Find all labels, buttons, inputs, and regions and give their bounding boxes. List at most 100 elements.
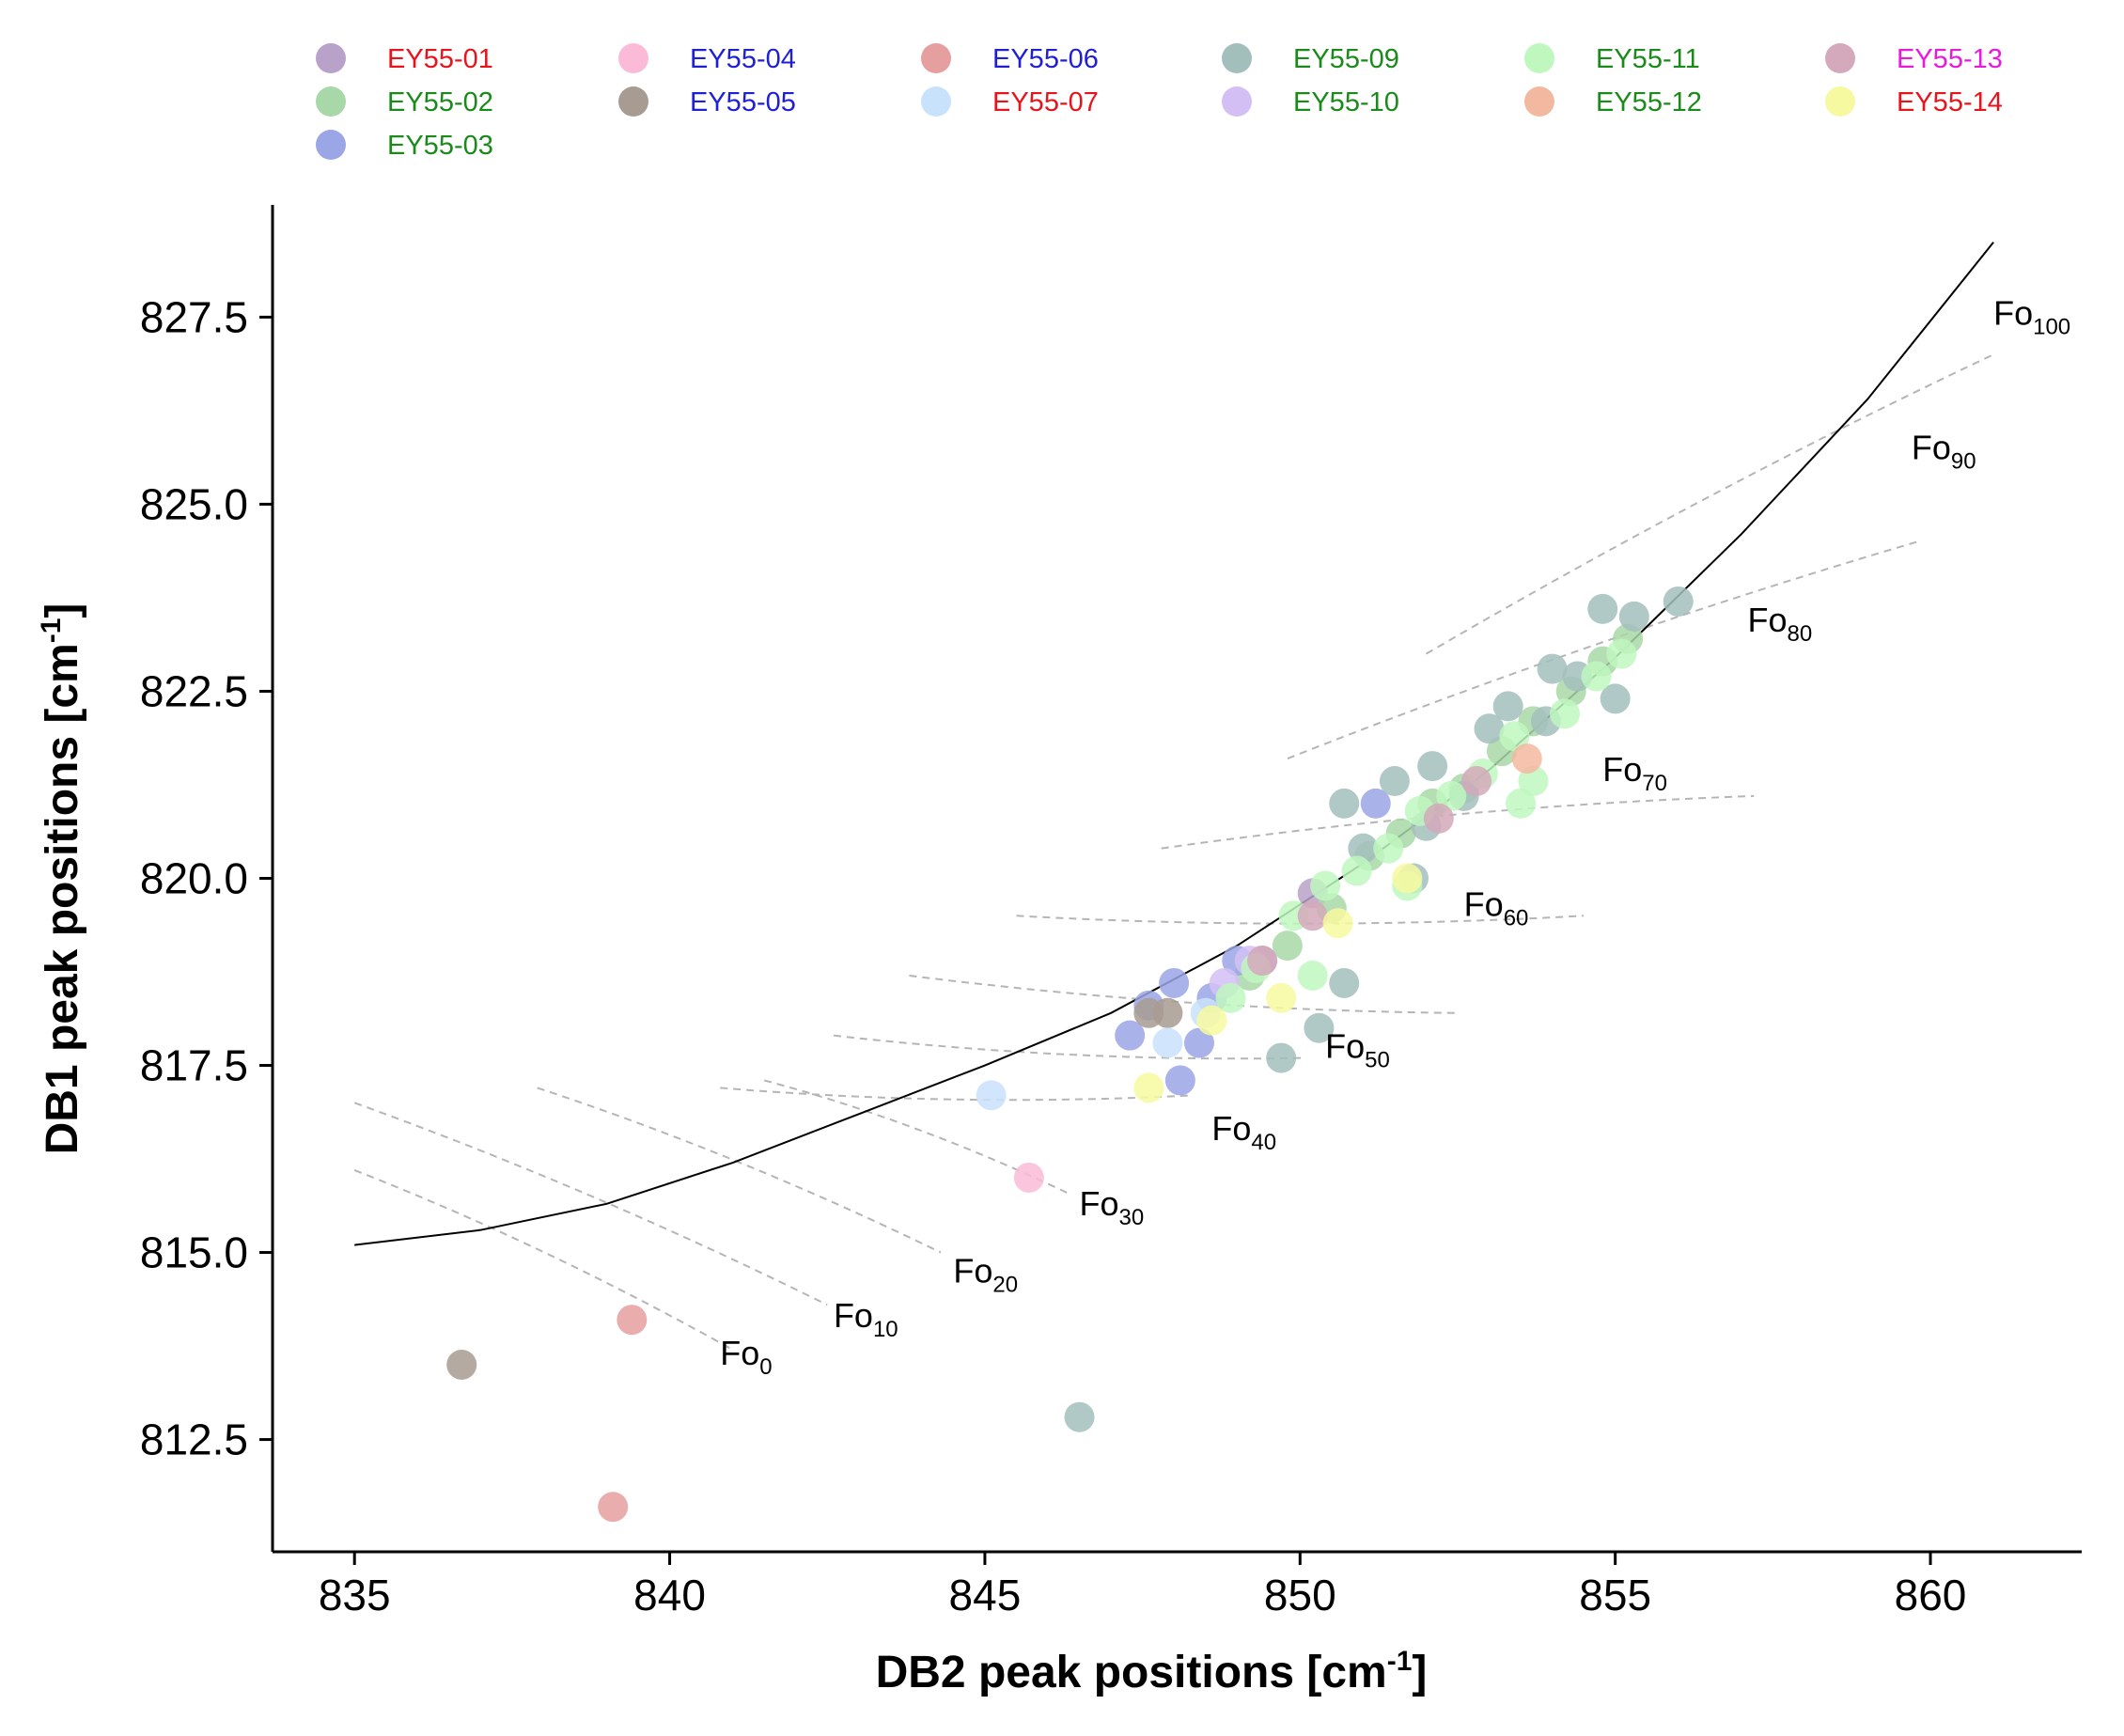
x-axis-unit-sup: -1: [1387, 1646, 1413, 1677]
legend-marker: [1222, 86, 1252, 117]
y-tick-label: 825.0: [140, 479, 248, 528]
data-point-ey55-09: [1537, 653, 1568, 684]
x-axis-title-close: ]: [1412, 1648, 1427, 1697]
fo-label-sub: 10: [873, 1317, 898, 1342]
legend: EY55-01 EY55-02 EY55-03 EY55-04 EY55-05 EY55-…: [316, 43, 2003, 161]
data-point-ey55-13: [1461, 766, 1492, 797]
fo-label-main: Fo: [1211, 1109, 1251, 1148]
data-point-ey55-14: [1392, 863, 1423, 894]
y-axis-title-text: DB1 peak positions [cm: [38, 643, 87, 1154]
data-point-ey55-09: [1618, 601, 1649, 632]
legend-label: EY55-10: [1293, 87, 1399, 117]
data-point-ey55-09: [1064, 1401, 1095, 1432]
legend-marker: [1825, 86, 1855, 117]
data-point-ey55-09: [1417, 751, 1448, 782]
data-point-ey55-13: [1297, 900, 1328, 931]
data-point-ey55-11: [1373, 833, 1404, 864]
fo-label-main: Fo: [1325, 1027, 1365, 1066]
legend-label: EY55-11: [1596, 44, 1700, 74]
legend-label: EY55-06: [992, 44, 1099, 74]
data-point-ey55-09: [1329, 788, 1360, 819]
fo-label-main: Fo: [720, 1334, 759, 1372]
legend-label: EY55-02: [387, 87, 493, 117]
legend-marker: [1825, 43, 1855, 73]
fo-label-main: Fo: [1748, 601, 1788, 639]
legend-marker: [618, 43, 648, 73]
legend-marker: [1524, 43, 1554, 73]
fo-composition-line: [833, 1034, 1307, 1060]
fo-label-sub: 90: [1951, 449, 1976, 475]
data-point-ey55-05: [1152, 997, 1183, 1028]
data-point-ey55-07: [976, 1080, 1007, 1111]
data-point-ey55-09: [1492, 691, 1523, 722]
data-point-ey55-11: [1341, 855, 1372, 886]
legend-marker: [316, 43, 346, 73]
fo-label-sub: 20: [992, 1272, 1018, 1297]
data-point-ey55-02: [1272, 931, 1303, 962]
data-point-ey55-09: [1304, 1012, 1335, 1043]
legend-label: EY55-04: [690, 44, 796, 74]
fo-composition-line: [1161, 794, 1755, 850]
fit-curve: [354, 242, 1994, 1246]
ticks: 835 840 845 850 855 860 812.5 815.0 817.5 820.0 82…: [140, 292, 1967, 1619]
y-tick-label: 820.0: [140, 854, 248, 903]
x-tick-label: 850: [1264, 1571, 1336, 1619]
data-point-ey55-03: [1360, 788, 1391, 819]
legend-label: EY55-05: [690, 87, 796, 117]
data-point-ey55-05: [446, 1349, 477, 1380]
legend-label: EY55-14: [1897, 87, 2003, 117]
legend-label: EY55-13: [1897, 44, 2003, 74]
fo-composition-line: [1287, 540, 1918, 760]
y-axis-title-close: ]: [38, 603, 87, 618]
fo-composition-line: [720, 1087, 1194, 1102]
x-axis-title: DB2 peak positions [cm-1]: [876, 1646, 1428, 1697]
fo-label: Fo90: [1912, 429, 1976, 475]
fo-label: Fo20: [953, 1251, 1018, 1297]
data-point-ey55-14: [1322, 908, 1353, 939]
x-tick-label: 840: [633, 1571, 706, 1619]
data-point-ey55-07: [1152, 1027, 1183, 1058]
fo-label-main: Fo: [953, 1251, 992, 1290]
legend-marker: [316, 86, 346, 117]
fo-label: Fo30: [1080, 1184, 1145, 1230]
data-point-ey55-09: [1663, 586, 1694, 617]
fo-label-main: Fo: [1464, 884, 1504, 923]
data-point-ey55-11: [1297, 960, 1328, 991]
data-point-ey55-09: [1474, 713, 1505, 744]
fo-label-sub: 30: [1119, 1205, 1145, 1230]
data-point-ey55-06: [617, 1305, 648, 1336]
data-point-ey55-11: [1215, 982, 1246, 1013]
data-point-ey55-09: [1587, 593, 1618, 624]
axes: [271, 205, 2082, 1554]
data-point-ey55-09: [1600, 683, 1631, 714]
data-point-ey55-11: [1499, 721, 1530, 752]
y-tick-label: 817.5: [140, 1041, 248, 1090]
data-points: [446, 586, 1694, 1523]
legend-label: EY55-01: [387, 44, 493, 74]
data-point-ey55-11: [1550, 698, 1580, 729]
y-tick-label: 812.5: [140, 1415, 248, 1464]
fo-label: Fo60: [1464, 884, 1529, 931]
fo-label: Fo10: [834, 1296, 898, 1342]
y-tick-label: 815.0: [140, 1228, 248, 1277]
fo-label: Fo40: [1211, 1109, 1276, 1155]
fo-label: Fo50: [1325, 1027, 1390, 1073]
fo-label-sub: 70: [1642, 771, 1667, 796]
fit-curve-group: [354, 242, 1994, 1246]
data-point-ey55-03: [1159, 967, 1190, 998]
data-point-ey55-11: [1506, 788, 1537, 819]
fo-label: Fo80: [1748, 601, 1813, 647]
data-point-ey55-06: [598, 1492, 629, 1523]
legend-label: EY55-09: [1293, 44, 1399, 74]
fo-composition-line: [353, 1169, 734, 1351]
fo-label-sub: 0: [759, 1354, 772, 1380]
legend-marker: [316, 130, 346, 160]
legend-marker: [921, 86, 951, 117]
data-point-ey55-11: [1606, 638, 1637, 669]
data-point-ey55-14: [1133, 1072, 1164, 1103]
fo-label: Fo0: [720, 1334, 772, 1380]
fo-label-sub: 100: [2033, 314, 2070, 339]
data-point-ey55-03: [1164, 1065, 1195, 1096]
legend-label: EY55-12: [1596, 87, 1702, 117]
